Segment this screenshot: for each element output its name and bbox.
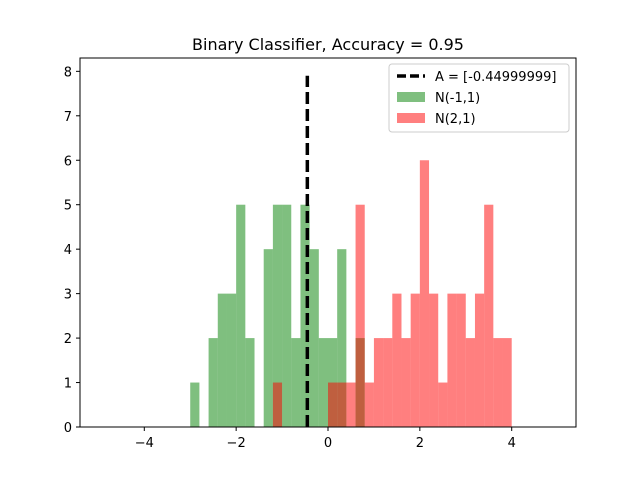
histogram-bar	[282, 204, 292, 427]
y-tick-label: 4	[64, 243, 72, 258]
histogram-bar	[502, 338, 512, 427]
histogram-bar	[272, 382, 283, 427]
y-tick-label: 5	[64, 199, 72, 214]
y-tick-label: 3	[64, 288, 72, 303]
histogram-bar	[401, 338, 411, 427]
histogram-bar	[373, 338, 384, 427]
histogram-bar	[456, 293, 466, 427]
series-2-bars	[272, 160, 512, 428]
histogram-bar	[410, 293, 420, 427]
histogram-bar	[328, 382, 338, 427]
x-tick-label: −4	[135, 436, 154, 451]
series-1-bars	[190, 204, 365, 427]
legend-box	[388, 63, 570, 133]
histogram-bar	[447, 293, 457, 427]
y-tick-label: 6	[64, 154, 72, 169]
histogram-bar	[337, 249, 347, 427]
histogram-bar	[364, 382, 374, 427]
bars-layer	[190, 160, 512, 428]
y-tick-label: 7	[64, 110, 72, 125]
histogram-bar	[355, 204, 365, 427]
histogram-bar	[419, 160, 430, 428]
histogram-bar	[383, 338, 393, 427]
x-tick-label: −2	[227, 436, 246, 451]
histogram-bar	[429, 293, 439, 427]
histogram-bar	[263, 249, 273, 427]
y-tick-label: 0	[64, 421, 72, 436]
histogram-bar	[208, 338, 218, 427]
chart-title: Binary Classifier, Accuracy = 0.95	[192, 35, 464, 54]
legend-threshold-label: A = [-0.44999999]	[435, 70, 556, 85]
legend-series-2-swatch	[397, 113, 425, 123]
y-tick-label: 8	[64, 65, 72, 80]
histogram-bar	[309, 249, 319, 427]
y-tick-label: 1	[64, 377, 72, 392]
histogram-bar	[337, 382, 347, 427]
x-tick-label: 4	[508, 436, 516, 451]
histogram-bar	[217, 293, 227, 427]
x-tick-label: 2	[416, 436, 424, 451]
histogram-bar	[291, 338, 301, 427]
histogram-bar	[300, 204, 310, 427]
x-tick-label: 0	[324, 436, 332, 451]
histogram-bar	[190, 382, 200, 427]
histogram-bar	[346, 382, 356, 427]
axes-layer: −4 −2 0 2 4 0 1 2 3 4 5 6 7 8	[64, 57, 577, 451]
legend: A = [-0.44999999] N(-1,1) N(2,1)	[388, 63, 570, 133]
histogram-bar	[226, 293, 237, 427]
histogram-bar	[318, 338, 328, 427]
histogram-bar	[493, 338, 503, 427]
histogram-bar	[236, 204, 246, 427]
histogram-bar	[392, 293, 402, 427]
legend-series-2-label: N(2,1)	[435, 112, 476, 127]
legend-series-1-swatch	[397, 92, 425, 102]
histogram-bar	[272, 204, 283, 427]
histogram-bar	[438, 382, 448, 427]
histogram-bar	[484, 204, 494, 427]
histogram-bar	[474, 293, 485, 427]
legend-series-1-label: N(-1,1)	[435, 91, 480, 106]
histogram-bar	[245, 338, 255, 427]
y-tick-label: 2	[64, 332, 72, 347]
histogram-bar	[465, 338, 475, 427]
